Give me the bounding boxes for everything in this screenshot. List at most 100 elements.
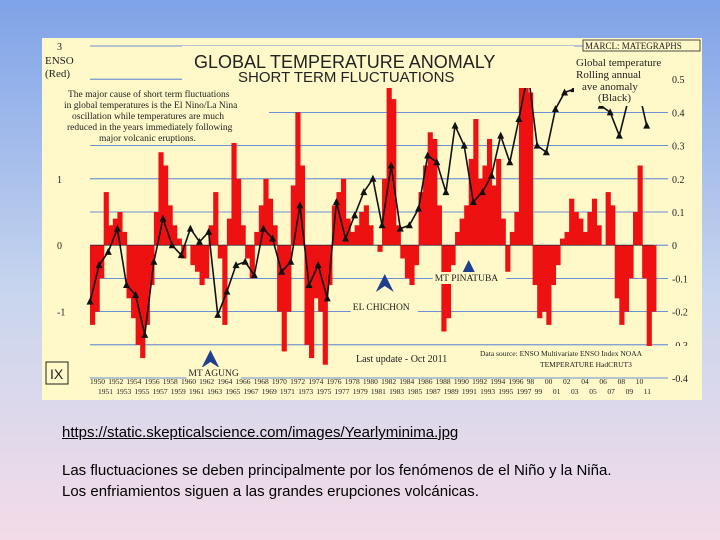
- enso-bar: [295, 112, 301, 246]
- note-line-3: oscillation while temperatures are much: [72, 112, 224, 122]
- volcano-label: MT PINATUBA: [435, 274, 499, 284]
- enso-bar: [267, 198, 274, 246]
- x-axis-ticks: 1950 1952 1954 1956 1958 1960 1962 1964 1966 1968…: [90, 377, 651, 396]
- enso-bar: [226, 218, 233, 246]
- x-label-top: 1960: [181, 377, 196, 386]
- enso-bar: [582, 231, 588, 246]
- temperature-point: [497, 131, 505, 139]
- enso-bar: [450, 245, 456, 266]
- enso-bar: [514, 212, 520, 246]
- x-label-top: 06: [599, 377, 607, 386]
- temperature-point: [305, 281, 313, 289]
- enso-bar: [336, 192, 342, 246]
- temperature-point: [442, 188, 450, 196]
- x-label-bottom: 1977: [335, 387, 350, 396]
- enso-bar: [391, 99, 397, 246]
- temperature-point: [269, 234, 277, 242]
- enso-bar: [605, 192, 611, 246]
- x-label-bottom: 1989: [444, 387, 459, 396]
- x-label-bottom: 1969: [262, 387, 277, 396]
- temperature-point: [241, 257, 249, 265]
- enso-bar: [523, 46, 529, 246]
- x-label-top: 1952: [108, 377, 123, 386]
- x-label-bottom: 1967: [244, 387, 259, 396]
- enso-bar: [505, 245, 511, 272]
- enso-bar: [537, 245, 543, 319]
- x-label-top: 1990: [454, 377, 469, 386]
- x-label-bottom: 1983: [389, 387, 404, 396]
- right-ytick-label: 0.4: [672, 108, 685, 119]
- enso-bar: [249, 245, 255, 279]
- x-label-top: 1972: [290, 377, 305, 386]
- enso-bar: [199, 245, 205, 286]
- temperature-point: [415, 204, 423, 212]
- temperature-point: [223, 287, 231, 295]
- x-label-top: 10: [636, 377, 644, 386]
- enso-bar: [432, 138, 438, 246]
- x-label-bottom: 1971: [280, 387, 295, 396]
- x-label-top: 02: [563, 377, 571, 386]
- right-ytick-label: 0: [672, 241, 677, 252]
- enso-bar: [309, 245, 315, 359]
- enso-bar: [532, 245, 538, 286]
- enso-bar: [464, 205, 470, 246]
- note-line-2: in global temperatures is the El Nino/La…: [64, 101, 238, 111]
- temperature-point: [296, 201, 304, 209]
- temperature-point: [196, 237, 204, 245]
- x-label-bottom: 1955: [134, 387, 149, 396]
- enso-bar: [596, 225, 602, 246]
- x-label-bottom: 1995: [498, 387, 513, 396]
- note-line-5: major volcanic eruptions.: [99, 134, 196, 144]
- enso-bar: [619, 245, 625, 325]
- enso-bar: [395, 225, 401, 246]
- right-axis-label-3: ave anomaly: [582, 81, 638, 93]
- enso-bar: [591, 198, 598, 246]
- volcano-label-backdrop: [432, 272, 507, 284]
- enso-bar: [587, 212, 593, 246]
- x-label-top: 1982: [381, 377, 396, 386]
- enso-bar: [144, 245, 150, 325]
- enso-bar: [409, 245, 415, 286]
- enso-bar: [277, 245, 283, 312]
- temperature-point: [250, 271, 258, 279]
- caption-line-1: Las fluctuaciones se deben principalment…: [62, 462, 612, 479]
- enso-bar: [94, 245, 100, 312]
- last-update: Last update - Oct 2011: [356, 354, 447, 365]
- temperature-point: [150, 257, 158, 265]
- x-label-top: 1986: [417, 377, 432, 386]
- temperature-point: [469, 198, 477, 206]
- x-label-bottom: 09: [626, 387, 634, 396]
- enso-bar: [240, 225, 246, 246]
- temperature-line: [89, 72, 648, 336]
- enso-bar: [560, 238, 566, 246]
- temperature-point: [159, 214, 167, 222]
- source-url-link[interactable]: https://static.skepticalscience.com/imag…: [62, 424, 459, 441]
- enso-bar: [140, 245, 146, 359]
- enso-bar: [541, 245, 547, 312]
- temperature-point: [95, 261, 103, 269]
- temperature-anomaly-figure: 0.60.50.40.30.20.10-0.1-0.2-0.3-0.4310-1…: [42, 38, 702, 400]
- enso-bar: [573, 212, 579, 246]
- enso-bar: [121, 231, 128, 246]
- caption-line-2: Los enfriamientos siguen a las grandes e…: [62, 483, 479, 500]
- enso-bar: [359, 212, 365, 246]
- enso-bar: [163, 165, 169, 246]
- enso-bar: [236, 178, 242, 246]
- enso-bar: [222, 245, 228, 325]
- enso-bar: [642, 245, 648, 279]
- left-ytick-label: 3: [57, 42, 62, 53]
- x-label-bottom: 1957: [153, 387, 168, 396]
- temperature-point: [113, 224, 121, 232]
- enso-bar: [578, 218, 584, 246]
- right-ytick-label: 0.5: [672, 75, 685, 86]
- chart-title: GLOBAL TEMPERATURE ANOMALY: [194, 52, 495, 72]
- temperature-point: [542, 148, 550, 156]
- enso-bar: [646, 245, 652, 352]
- x-label-bottom: 1987: [425, 387, 440, 396]
- temperature-point: [615, 131, 623, 139]
- enso-bar: [254, 231, 260, 246]
- enso-bar: [473, 119, 479, 246]
- note-box: [63, 87, 269, 143]
- x-label-bottom: 1973: [298, 387, 313, 396]
- enso-bar: [459, 218, 465, 246]
